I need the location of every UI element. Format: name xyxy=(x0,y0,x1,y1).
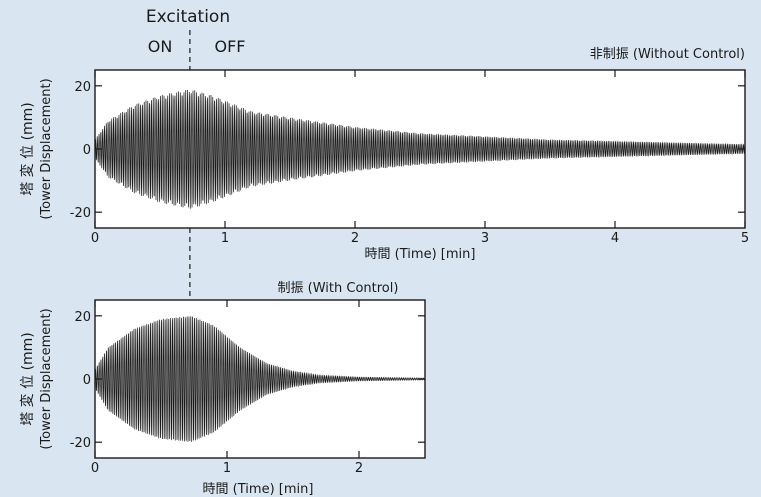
y-tick-label: 20 xyxy=(74,310,91,325)
x-tick-label: 5 xyxy=(741,231,749,246)
x-tick-label: 1 xyxy=(221,231,229,246)
x-tick-label: 0 xyxy=(91,461,99,476)
x-tick-label: 2 xyxy=(355,461,363,476)
y-axis-label-2: (Tower Displacement) xyxy=(39,308,54,449)
y-tick-label: 20 xyxy=(74,80,91,95)
x-tick-label: 3 xyxy=(481,231,489,246)
y-axis-label-1: 塔 変 位 (mm) xyxy=(19,102,36,196)
excitation-off-label: OFF xyxy=(215,37,246,56)
x-tick-label: 1 xyxy=(223,461,231,476)
y-tick-label: 0 xyxy=(83,143,91,158)
chart-title: 制振 (With Control) xyxy=(278,281,399,296)
y-axis-label-1: 塔 変 位 (mm) xyxy=(19,332,36,426)
y-tick-label: -20 xyxy=(70,436,91,451)
y-tick-label: -20 xyxy=(70,206,91,221)
displacement-line xyxy=(94,316,426,443)
chart-title: 非制振 (Without Control) xyxy=(590,47,745,62)
y-tick-label: 0 xyxy=(83,373,91,388)
x-tick-label: 2 xyxy=(351,231,359,246)
x-tick-label: 0 xyxy=(91,231,99,246)
y-axis-label-2: (Tower Displacement) xyxy=(39,78,54,219)
excitation-on-label: ON xyxy=(148,37,173,56)
x-axis-label: 時間 (Time) [min] xyxy=(365,247,476,262)
x-axis-label: 時間 (Time) [min] xyxy=(203,482,314,497)
x-tick-label: 4 xyxy=(611,231,619,246)
displacement-line xyxy=(94,89,746,209)
excitation-label: Excitation xyxy=(146,7,230,27)
